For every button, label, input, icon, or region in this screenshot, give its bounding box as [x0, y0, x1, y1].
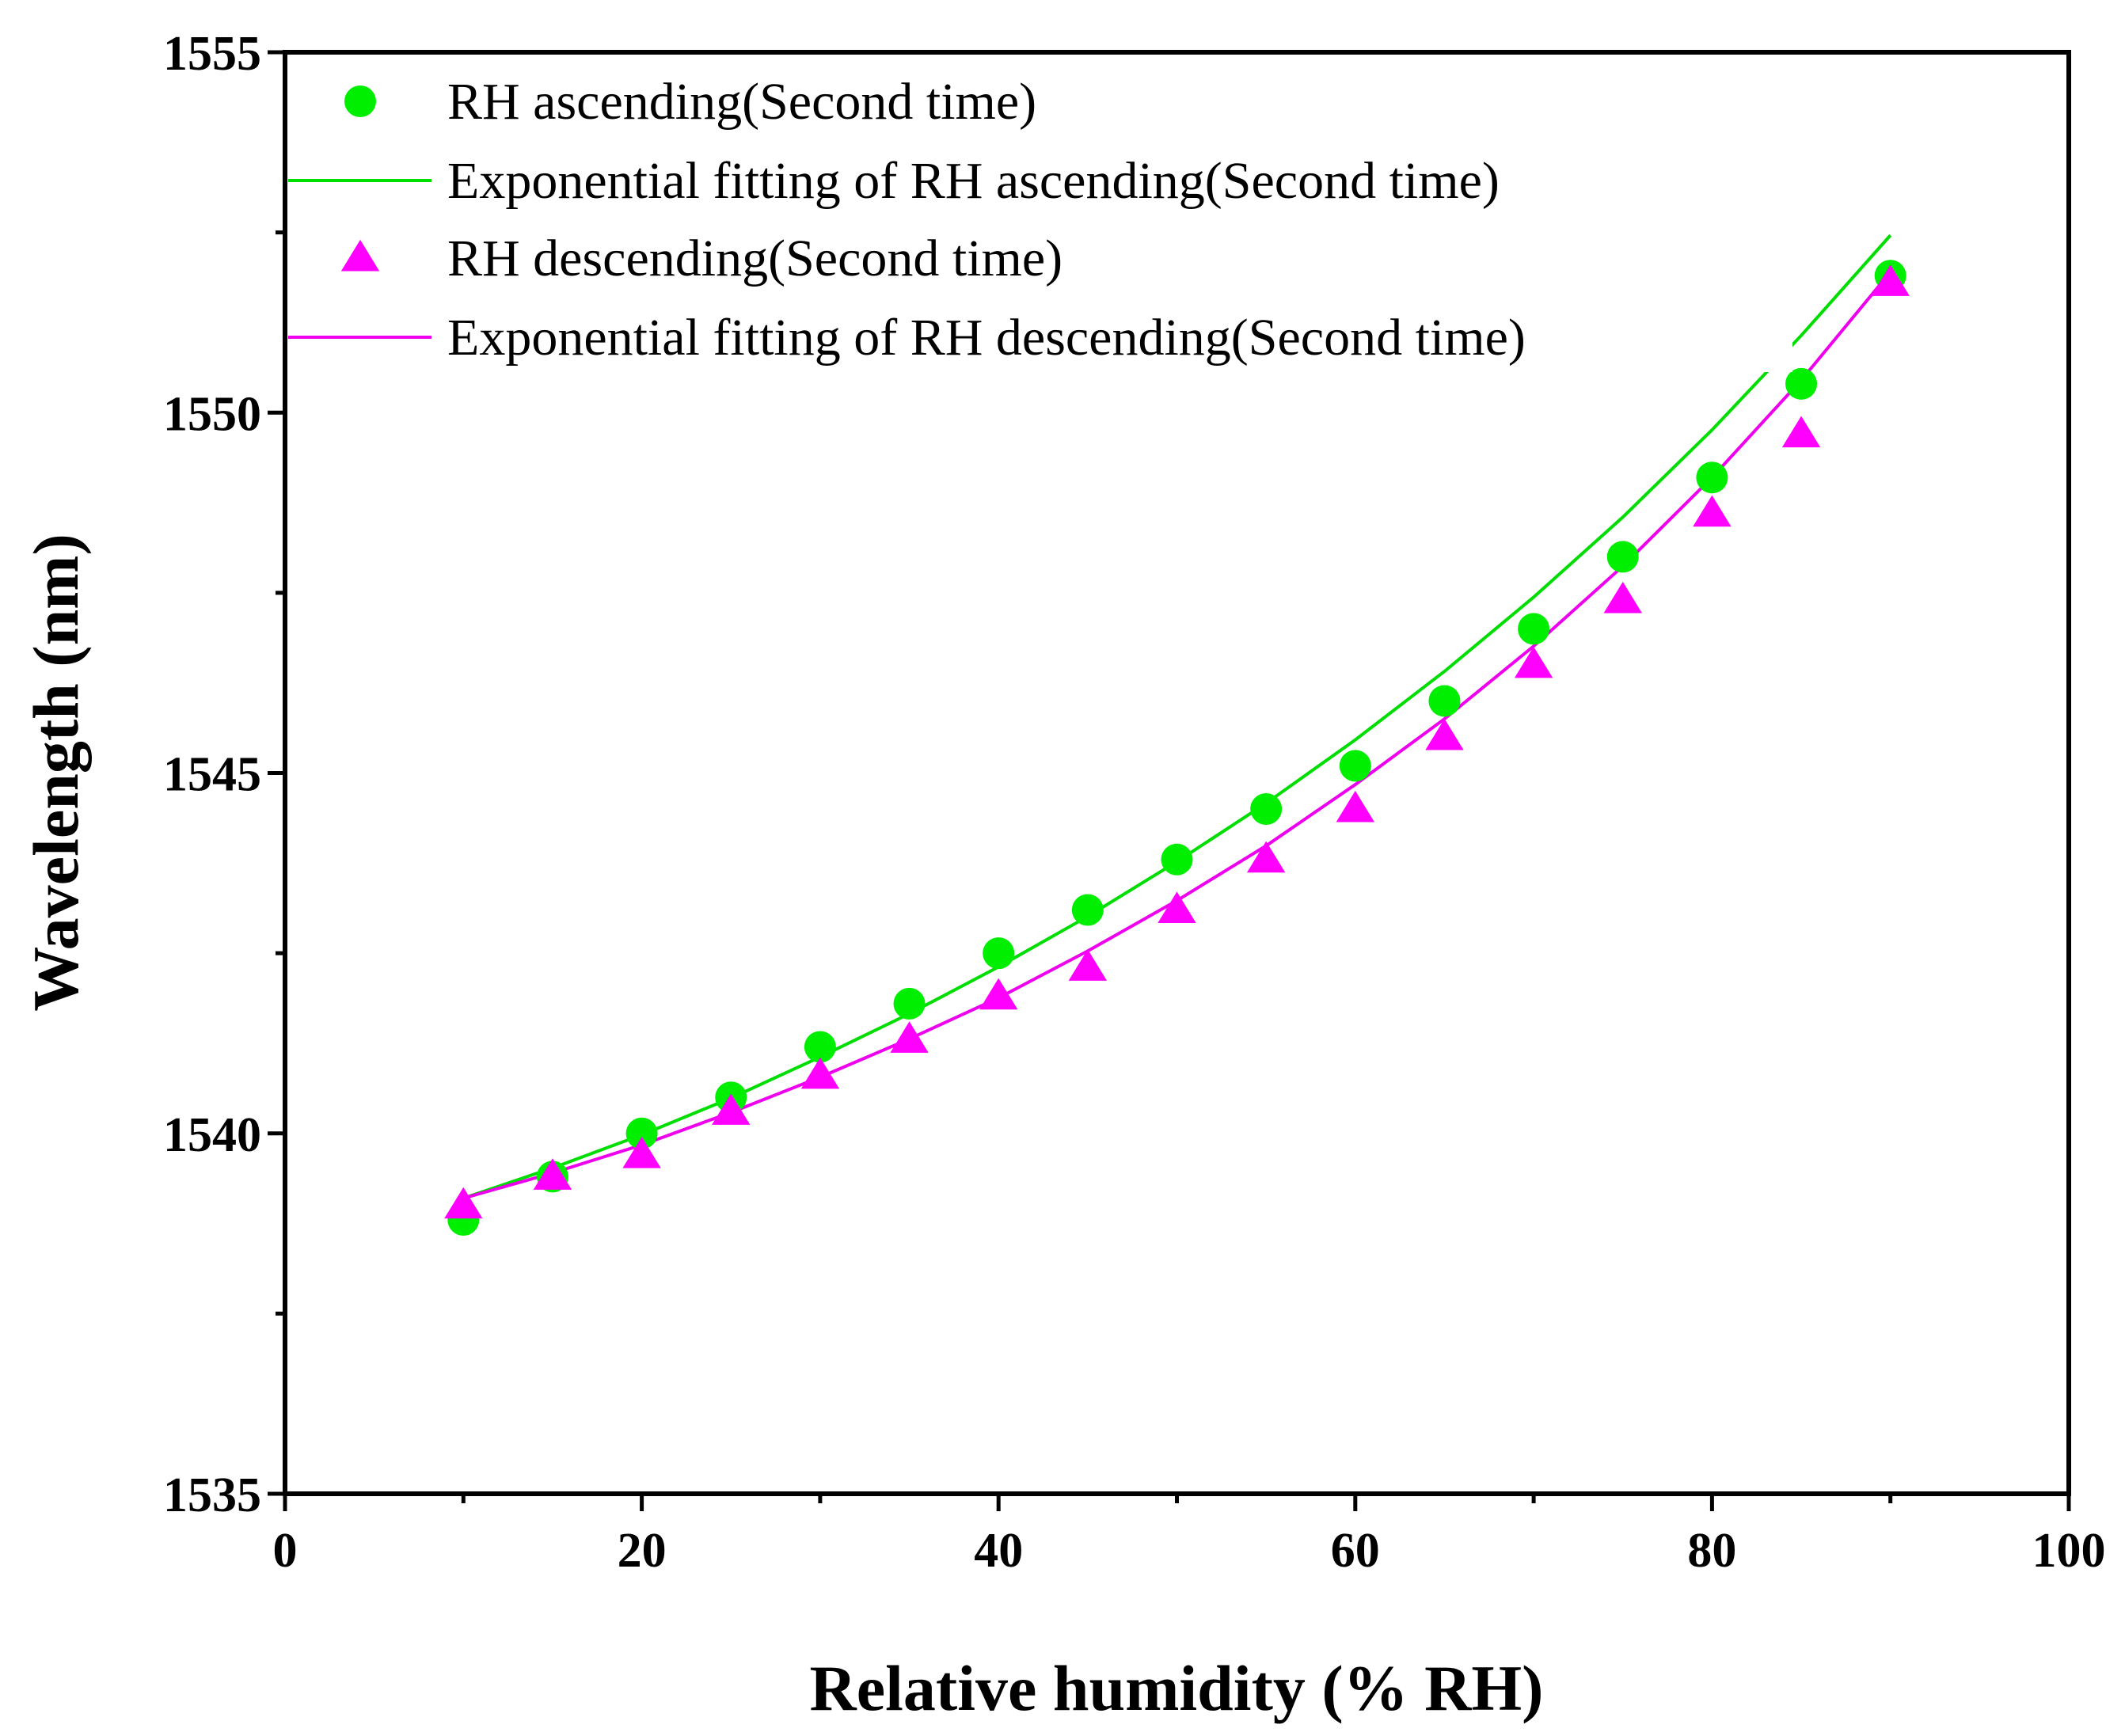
- data-point-circle: [1696, 462, 1728, 494]
- data-point-circle: [804, 1031, 836, 1063]
- data-point-triangle: [622, 1136, 661, 1168]
- x-tick-label: 40: [974, 1524, 1023, 1578]
- legend: RH ascending(Second time) Exponential fit…: [288, 73, 1526, 367]
- data-point-triangle: [1068, 949, 1108, 981]
- data-point-circle: [1606, 541, 1639, 573]
- data-point-triangle: [1514, 646, 1553, 678]
- y-tick-label: 1540: [163, 1108, 261, 1162]
- legend-label: RH ascending(Second time): [447, 73, 1036, 131]
- data-point-triangle: [444, 1187, 483, 1219]
- legend-label: Exponential fitting of RH ascending(Seco…: [447, 152, 1500, 210]
- data-point-triangle: [1158, 891, 1196, 923]
- data-point-triangle: [1871, 264, 1910, 296]
- x-tick-label: 80: [1687, 1524, 1736, 1578]
- data-point-triangle: [890, 1021, 929, 1053]
- x-tick-label: 0: [273, 1524, 298, 1578]
- legend-symbol-circle: [344, 85, 376, 117]
- data-point-circle: [1518, 613, 1550, 645]
- data-point-triangle: [1246, 841, 1286, 873]
- x-tick-label: 100: [2032, 1524, 2106, 1578]
- y-axis-title: Wavelength (nm): [20, 534, 92, 1012]
- x-axis-title: Relative humidity (% RH): [810, 1652, 1544, 1724]
- data-point-circle: [983, 937, 1015, 970]
- data-point-triangle: [712, 1093, 751, 1125]
- data-point-circle: [1428, 685, 1461, 717]
- data-point-triangle: [1425, 718, 1464, 750]
- x-tick-label: 20: [618, 1524, 667, 1578]
- y-tick-label: 1535: [163, 1468, 261, 1522]
- data-point-circle: [1339, 750, 1371, 782]
- x-tick-label: 60: [1331, 1524, 1380, 1578]
- data-markers: [444, 260, 1910, 1236]
- legend-background-group: [288, 55, 1792, 372]
- data-point-triangle: [1603, 581, 1642, 613]
- data-point-circle: [625, 1117, 658, 1149]
- data-point-circle: [1250, 793, 1283, 826]
- data-point-circle: [1785, 367, 1818, 400]
- data-point-triangle: [1336, 790, 1374, 822]
- data-point-triangle: [1693, 495, 1732, 527]
- data-point-triangle: [800, 1057, 840, 1089]
- data-point-circle: [1071, 894, 1104, 926]
- data-point-triangle: [533, 1158, 572, 1190]
- data-point-circle: [893, 987, 926, 1020]
- data-point-circle: [1161, 843, 1193, 876]
- data-point-triangle: [979, 978, 1018, 1010]
- data-point-triangle: [1781, 416, 1821, 448]
- legend-label: RH descending(Second time): [447, 230, 1062, 287]
- axis-ticks: 0 20 40 60 80 100 1535 1540 1545 1550 1555: [163, 27, 2106, 1578]
- legend-symbol-triangle: [340, 239, 380, 272]
- legend-label: Exponential fitting of RH descending(Sec…: [447, 309, 1526, 367]
- y-tick-label: 1555: [163, 27, 261, 81]
- legend-background: [288, 55, 1792, 372]
- y-tick-label: 1545: [163, 748, 261, 802]
- y-tick-label: 1550: [163, 387, 261, 441]
